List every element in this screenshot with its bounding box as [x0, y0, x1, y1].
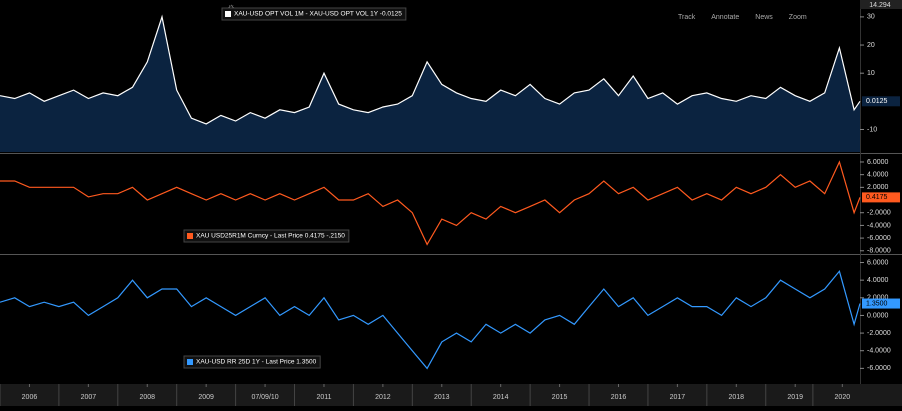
legend-box	[183, 355, 321, 369]
x-tick-label: 2009	[198, 394, 214, 401]
y-tick-label: 30	[867, 14, 875, 21]
y-tick-label: -4.0000	[867, 348, 891, 355]
y-tick-label: 2.0000	[867, 184, 889, 191]
x-tick-label: 2011	[316, 394, 331, 401]
legend-text: XAU-USD OPT VOL 1M - XAU-USD OPT VOL 1Y …	[234, 11, 402, 18]
y-tick-label: -2.0000	[867, 330, 891, 337]
y-tick-label: 6.0000	[867, 159, 889, 166]
last-price-box	[862, 96, 900, 107]
last-price-label: 0.0125	[866, 98, 888, 105]
series-line	[0, 160, 861, 246]
y-tick-label: -8.0000	[867, 248, 891, 255]
y-tick-label: -6.0000	[867, 235, 891, 242]
x-tick-label: 2017	[670, 394, 686, 401]
x-tick-label: 2014	[493, 394, 509, 401]
toolbar-button[interactable]: News	[755, 14, 773, 21]
toolbar: Track Annotate News Zoom	[678, 14, 807, 21]
y-tick-label: 10	[867, 70, 875, 77]
legend-swatch	[187, 359, 193, 365]
x-tick-label: 2007	[81, 394, 97, 401]
area	[0, 16, 860, 153]
last-price-label: 0.4175	[866, 194, 888, 201]
x-tick-label: 2012	[375, 394, 391, 401]
toolbar-button[interactable]: Zoom	[789, 14, 807, 21]
y-tick-label: 4.0000	[867, 172, 889, 179]
y-tick-label: 0.0000	[867, 312, 889, 319]
series-line	[0, 270, 861, 370]
last-price-box	[862, 298, 900, 309]
y-tick-label: -4.0000	[867, 222, 891, 229]
top-label: 14.294	[869, 2, 891, 9]
legend-text: XAU-USD RR 25D 1Y - Last Price 1.3500	[196, 359, 317, 366]
x-tick-label: 2018	[729, 394, 745, 401]
x-tick-label: 2013	[434, 394, 450, 401]
series-line	[0, 14, 861, 125]
y-tick-label: -10	[867, 126, 877, 133]
x-tick-label: 2008	[139, 394, 155, 401]
y-tick-label: -2.0000	[867, 210, 891, 217]
legend-swatch	[225, 11, 231, 17]
y-tick-label: 4.0000	[867, 277, 889, 284]
legend-box	[183, 229, 350, 243]
top-label-box	[860, 0, 902, 9]
y-tick-label: -6.0000	[867, 365, 891, 372]
x-tick-label: 2015	[552, 394, 568, 401]
x-tick-label: 07/09/10	[251, 394, 278, 401]
last-price-box	[862, 192, 900, 203]
x-tick-label: 2020	[835, 394, 851, 401]
toolbar-button[interactable]: Annotate	[711, 14, 739, 21]
x-tick-label: 2016	[611, 394, 627, 401]
x-tick-label: 2019	[787, 394, 803, 401]
y-tick-label: 20	[867, 42, 875, 49]
legend-swatch	[187, 233, 193, 239]
y-tick-label: 6.0000	[867, 259, 889, 266]
x-axis-bar	[0, 384, 902, 406]
last-price-label: 1.3500	[866, 300, 888, 307]
y-tick-label: 2.0000	[867, 295, 889, 302]
x-tick-label: 2006	[22, 394, 38, 401]
legend-text: XAU USD25R1M Curncy - Last Price 0.4175 …	[196, 233, 345, 240]
toolbar-button[interactable]: Track	[678, 14, 696, 21]
settings-icon[interactable]: ☼	[227, 1, 235, 11]
legend-box	[221, 7, 407, 21]
